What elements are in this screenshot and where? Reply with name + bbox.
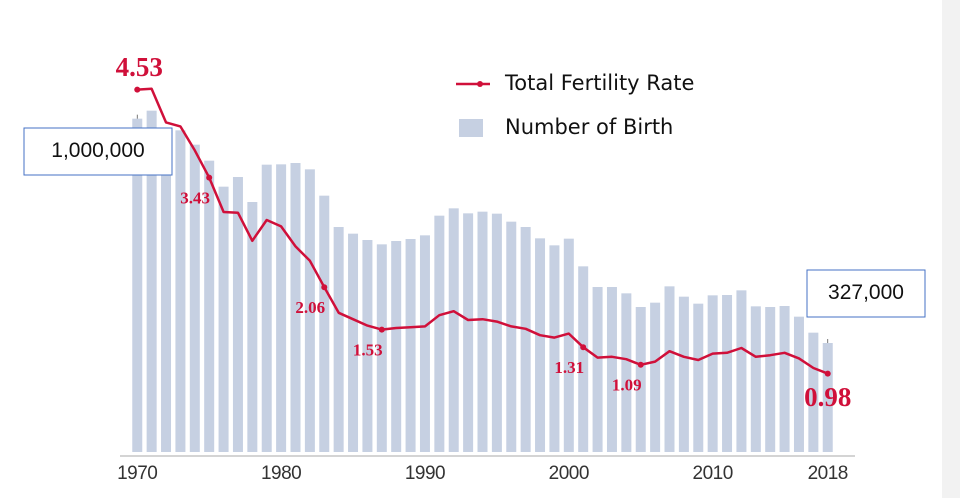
bar <box>578 266 589 452</box>
bar <box>477 211 488 452</box>
bar <box>391 241 402 452</box>
bar <box>621 293 632 452</box>
point <box>134 86 141 93</box>
bar <box>520 227 531 452</box>
bar <box>276 164 287 453</box>
line-value-label: 0.98 <box>804 382 851 412</box>
bar <box>247 202 258 452</box>
bar <box>132 118 143 453</box>
bar <box>750 306 761 452</box>
x-tick-label: 1990 <box>405 463 445 484</box>
point <box>321 284 328 291</box>
bar <box>707 295 718 452</box>
x-tick-label: 2010 <box>693 463 733 484</box>
bar <box>405 239 416 452</box>
bar <box>161 134 172 452</box>
bar <box>506 221 517 452</box>
bar <box>491 213 502 452</box>
bar <box>204 160 215 452</box>
bar <box>463 213 474 452</box>
line-value-label: 1.31 <box>554 358 584 377</box>
bar <box>175 130 186 453</box>
bar <box>218 186 229 452</box>
bar <box>793 316 804 452</box>
line <box>137 87 829 375</box>
label-box <box>23 127 173 176</box>
bar <box>304 169 315 453</box>
legend-label: Total Fertility Rate <box>504 71 694 95</box>
bar <box>232 177 243 452</box>
line-value-label: 1.53 <box>353 341 383 360</box>
point <box>206 174 213 181</box>
line-value-label: 4.53 <box>116 52 163 82</box>
bar <box>549 245 560 452</box>
bar <box>146 110 157 453</box>
bar <box>779 306 790 452</box>
legend-swatch <box>459 119 483 137</box>
bar <box>606 287 617 452</box>
x-tick-label: 1980 <box>261 463 301 484</box>
bar <box>650 302 661 452</box>
bar <box>189 144 200 452</box>
x-tick-label: 1970 <box>117 463 157 484</box>
bar <box>722 295 733 452</box>
bar <box>693 303 704 452</box>
point <box>580 344 587 351</box>
bar <box>348 233 359 452</box>
point <box>378 326 385 333</box>
bar <box>808 332 819 452</box>
bar <box>448 208 459 452</box>
bar <box>678 296 689 452</box>
legend-dot <box>477 81 483 87</box>
bar <box>419 235 430 452</box>
bar <box>362 240 373 452</box>
bar <box>635 307 646 452</box>
line-value-label: 3.43 <box>180 189 210 208</box>
x-tick-label: 2018 <box>808 463 848 484</box>
point <box>824 370 831 377</box>
bar <box>261 164 272 452</box>
label-box <box>806 269 926 318</box>
bar <box>333 227 344 452</box>
bar <box>376 244 387 452</box>
point <box>637 361 644 368</box>
x-tick-label: 2000 <box>549 463 589 484</box>
side-strip <box>942 0 960 498</box>
bar <box>563 238 574 452</box>
legend-label: Number of Birth <box>505 115 673 139</box>
bar <box>822 343 833 452</box>
bar <box>319 195 330 452</box>
bar <box>592 287 603 452</box>
bar <box>664 286 675 452</box>
line-value-label: 2.06 <box>295 298 325 317</box>
bar <box>765 307 776 452</box>
bar <box>290 163 301 452</box>
bar <box>535 238 546 452</box>
line-value-label: 1.09 <box>612 376 642 395</box>
bar-value-label: 327,000 <box>828 281 904 304</box>
bar <box>434 215 445 452</box>
bar-value-label: 1,000,000 <box>51 139 144 162</box>
bar <box>736 290 747 452</box>
